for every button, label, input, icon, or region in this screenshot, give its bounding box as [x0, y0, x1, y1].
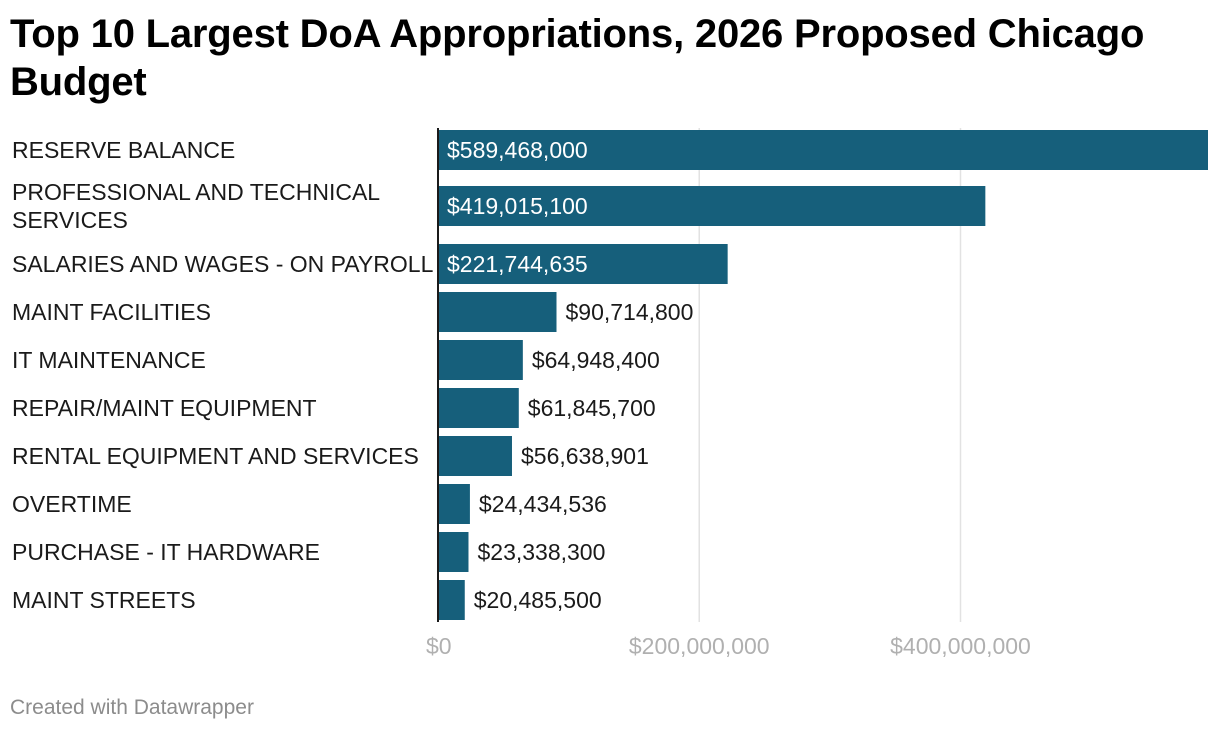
chart-title: Top 10 Largest DoA Appropriations, 2026 …: [10, 12, 1145, 104]
category-label: MAINT FACILITIES: [12, 299, 211, 325]
value-label: $23,338,300: [477, 539, 605, 565]
value-label: $589,468,000: [447, 137, 588, 163]
bar: [438, 244, 728, 284]
category-label: RESERVE BALANCE: [12, 137, 235, 163]
bar: [438, 436, 512, 476]
category-label: SALARIES AND WAGES - ON PAYROLL: [12, 251, 434, 277]
value-label: $221,744,635: [447, 251, 588, 277]
bar-chart: RESERVE BALANCE PROFESSIONAL AND TECHNICA…: [12, 128, 1208, 659]
category-label: MAINT STREETS: [12, 587, 196, 613]
value-label: $64,948,400: [532, 347, 660, 373]
value-label: $61,845,700: [528, 395, 656, 421]
value-label: $90,714,800: [565, 299, 693, 325]
x-axis-ticks: $0 $200,000,000 $400,000,000: [426, 633, 1031, 659]
category-label: REPAIR/MAINT EQUIPMENT: [12, 395, 317, 421]
bar: [438, 484, 470, 524]
value-labels: $589,468,000 $419,015,100 $221,744,635 $90,…: [447, 137, 693, 613]
bar: [438, 340, 523, 380]
category-labels: RESERVE BALANCE PROFESSIONAL AND TECHNICA…: [12, 137, 434, 613]
category-label: OVERTIME: [12, 491, 132, 517]
category-label: PURCHASE - IT HARDWARE: [12, 539, 320, 565]
value-label: $24,434,536: [479, 491, 607, 517]
category-label: RENTAL EQUIPMENT AND SERVICES: [12, 443, 419, 469]
bar: [438, 580, 465, 620]
bar: [438, 388, 519, 428]
category-label: IT MAINTENANCE: [12, 347, 206, 373]
value-label: $419,015,100: [447, 193, 588, 219]
category-label: PROFESSIONAL AND TECHNICAL SERVICES: [12, 179, 380, 233]
x-tick-label: $200,000,000: [629, 633, 770, 659]
bar: [438, 292, 557, 332]
x-tick-label: $0: [426, 633, 452, 659]
value-label: $20,485,500: [474, 587, 602, 613]
bar: [438, 186, 986, 226]
bars: [438, 130, 1208, 620]
bar: [438, 130, 1208, 170]
value-label: $56,638,901: [521, 443, 649, 469]
bar: [438, 532, 469, 572]
x-tick-label: $400,000,000: [890, 633, 1031, 659]
footer-credit: Created with Datawrapper: [10, 696, 254, 719]
